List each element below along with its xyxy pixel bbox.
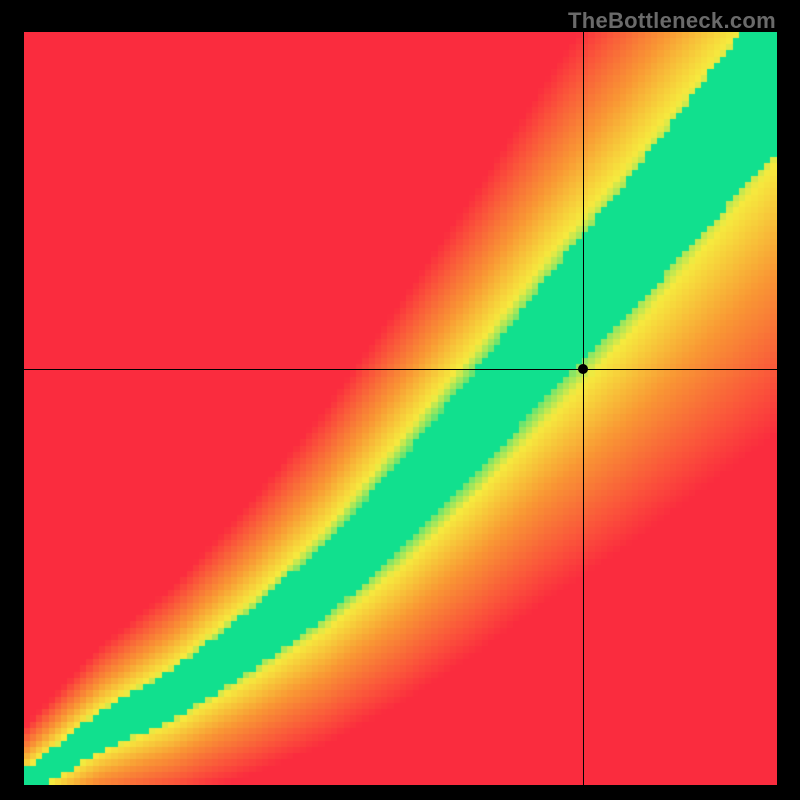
target-marker [578,364,588,374]
bottleneck-heatmap [24,32,777,785]
chart-container: TheBottleneck.com [0,0,800,800]
crosshair-horizontal [24,369,777,370]
chart-area [24,32,777,785]
crosshair-vertical [583,32,584,785]
watermark-text: TheBottleneck.com [568,8,776,34]
